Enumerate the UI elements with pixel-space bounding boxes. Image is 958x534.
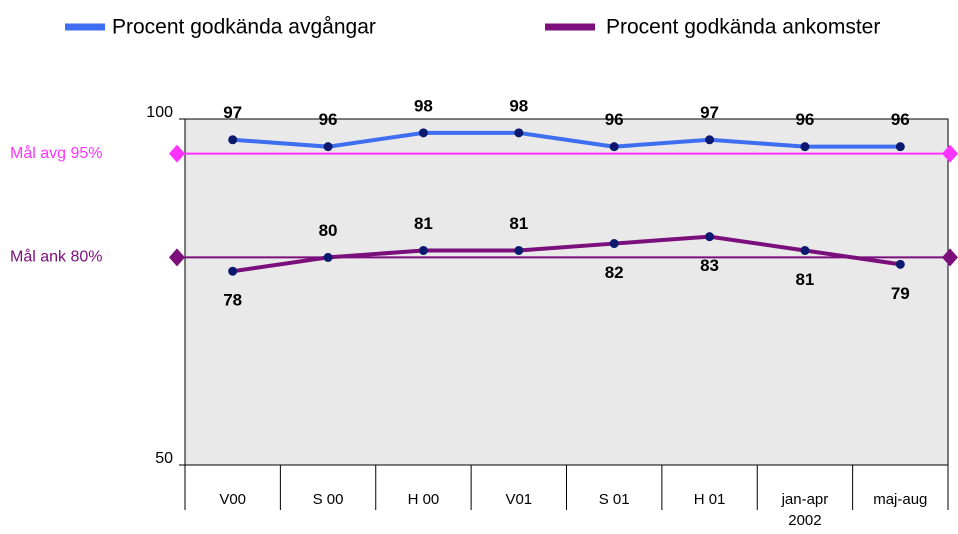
data-label: 78 bbox=[223, 291, 242, 310]
data-label: 83 bbox=[700, 256, 719, 275]
data-label: 98 bbox=[509, 96, 528, 115]
data-point bbox=[418, 128, 428, 138]
data-label: 96 bbox=[319, 110, 338, 129]
x-tick-label: S 00 bbox=[312, 491, 344, 508]
x-tick-label: V01 bbox=[505, 491, 533, 508]
data-point bbox=[800, 142, 810, 152]
data-label: 97 bbox=[700, 103, 719, 122]
target-label: Mål ank 80% bbox=[10, 248, 103, 266]
data-point bbox=[895, 259, 905, 269]
x-tick-label: maj-aug bbox=[873, 491, 928, 508]
target-label: Mål avg 95% bbox=[10, 144, 103, 162]
data-point bbox=[228, 266, 238, 276]
data-label: 98 bbox=[414, 96, 433, 115]
data-point bbox=[323, 142, 333, 152]
x-tick-label: H 01 bbox=[693, 491, 726, 508]
data-point bbox=[418, 245, 428, 255]
data-label: 81 bbox=[414, 214, 433, 233]
data-point bbox=[800, 245, 810, 255]
data-label: 79 bbox=[891, 284, 910, 303]
data-point bbox=[228, 135, 238, 145]
data-label: 97 bbox=[223, 103, 242, 122]
target-marker bbox=[169, 144, 185, 163]
series-line bbox=[232, 130, 901, 149]
data-label: 80 bbox=[319, 221, 338, 240]
data-label: 96 bbox=[891, 110, 910, 129]
plot-area bbox=[184, 118, 949, 466]
target-marker bbox=[942, 144, 958, 163]
data-point bbox=[895, 142, 905, 152]
legend-label: Procent godkända avgångar bbox=[112, 16, 376, 39]
y-tick-label: 100 bbox=[146, 104, 173, 121]
data-point bbox=[323, 252, 333, 262]
x-tick-label: V00 bbox=[219, 491, 247, 508]
data-label: 82 bbox=[605, 263, 624, 282]
data-point bbox=[514, 245, 524, 255]
x-tick-label: S 01 bbox=[598, 491, 630, 508]
data-point bbox=[609, 142, 619, 152]
x-tick-label: jan-apr 2002 bbox=[781, 491, 829, 529]
data-point bbox=[609, 239, 619, 249]
data-label: 81 bbox=[509, 214, 528, 233]
target-marker bbox=[942, 248, 958, 267]
data-label: 96 bbox=[795, 110, 814, 129]
target-marker bbox=[169, 248, 185, 267]
data-label: 96 bbox=[605, 110, 624, 129]
x-tick-label: H 00 bbox=[407, 491, 440, 508]
data-label: 81 bbox=[795, 270, 814, 289]
legend-label: Procent godkända ankomster bbox=[606, 16, 880, 39]
series-line bbox=[232, 234, 901, 274]
y-tick-label: 50 bbox=[155, 450, 173, 467]
data-point bbox=[705, 232, 715, 242]
data-point bbox=[705, 135, 715, 145]
data-point bbox=[514, 128, 524, 138]
